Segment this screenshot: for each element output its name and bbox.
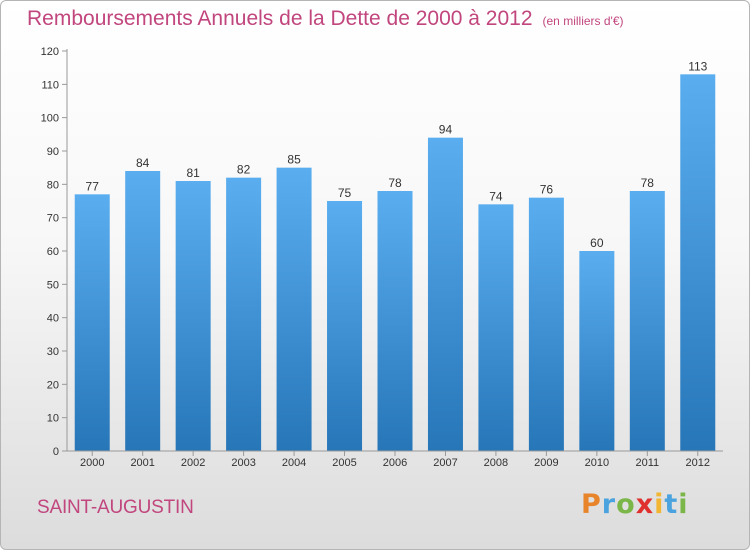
x-tick-label: 2001 — [130, 457, 154, 469]
bar — [680, 74, 716, 451]
bar — [276, 167, 312, 451]
data-label: 78 — [641, 176, 655, 190]
data-label: 85 — [287, 153, 301, 167]
y-tick-label: 30 — [47, 346, 59, 358]
data-label: 77 — [86, 179, 100, 193]
x-tick-label: 2012 — [686, 457, 710, 469]
data-label: 82 — [237, 163, 251, 177]
bar — [579, 251, 615, 451]
y-tick-label: 10 — [47, 413, 59, 425]
bar — [74, 194, 110, 452]
y-tick-label: 0 — [53, 446, 59, 458]
x-tick-label: 2006 — [383, 457, 407, 469]
bar — [175, 181, 211, 451]
x-tick-label: 2009 — [534, 457, 558, 469]
bar — [528, 197, 564, 451]
bar — [377, 191, 413, 451]
bar — [478, 204, 514, 451]
x-tick-label: 2002 — [181, 457, 205, 469]
data-label: 78 — [388, 176, 402, 190]
x-tick-label: 2011 — [635, 457, 659, 469]
logo-letter: i — [678, 489, 689, 520]
x-tick-label: 2005 — [332, 457, 356, 469]
y-tick-label: 60 — [47, 246, 59, 258]
bar — [125, 171, 161, 451]
x-tick-label: 2003 — [231, 457, 255, 469]
y-tick-label: 80 — [47, 179, 59, 191]
y-tick-label: 40 — [47, 313, 59, 325]
title-text: Remboursements Annuels de la Dette de 20… — [27, 7, 533, 30]
x-tick-label: 2008 — [484, 457, 508, 469]
logo-letter: r — [601, 489, 617, 520]
logo-letter: o — [616, 489, 636, 520]
logo-letter: P — [581, 489, 602, 520]
y-tick-label: 20 — [47, 379, 59, 391]
logo-letter: i — [654, 489, 665, 520]
x-tick-label: 2007 — [433, 457, 457, 469]
y-tick-label: 120 — [41, 46, 59, 58]
bar — [226, 177, 262, 451]
town-name: SAINT-AUGUSTIN — [37, 497, 194, 518]
y-axis: 0 10 20 30 40 50 60 70 80 90 100 110 120 — [41, 46, 68, 458]
x-tick-label: 2004 — [282, 457, 306, 469]
y-tick-label: 50 — [47, 279, 59, 291]
title-unit: (en milliers d'€) — [542, 14, 624, 28]
data-label: 60 — [590, 236, 604, 250]
y-tick-label: 70 — [47, 213, 59, 225]
y-tick-label: 110 — [41, 79, 59, 91]
logo-letter: x — [635, 489, 655, 520]
data-label: 84 — [136, 156, 150, 170]
data-label: 75 — [338, 186, 352, 200]
y-tick-label: 90 — [47, 146, 59, 158]
bar — [427, 137, 463, 451]
data-label: 94 — [439, 123, 453, 137]
x-tick-label: 2010 — [585, 457, 609, 469]
x-axis: 2000 2001 2002 2003 2004 2005 2006 2007 2008 2009… — [67, 450, 723, 469]
x-tick-label: 2000 — [80, 457, 104, 469]
chart-title: Remboursements Annuels de la Dette de 20… — [27, 7, 624, 31]
proxiti-logo: Proxiti — [581, 489, 689, 520]
y-tick-label: 100 — [41, 113, 59, 125]
data-label: 74 — [489, 189, 503, 203]
data-label: 113 — [688, 59, 707, 73]
data-label: 81 — [186, 166, 200, 180]
bar — [327, 201, 363, 451]
bars: 77 84 81 82 85 75 78 94 74 76 60 78 113 — [74, 59, 716, 452]
bar — [629, 191, 665, 451]
data-label: 76 — [540, 183, 554, 197]
logo-letter: t — [664, 489, 679, 520]
